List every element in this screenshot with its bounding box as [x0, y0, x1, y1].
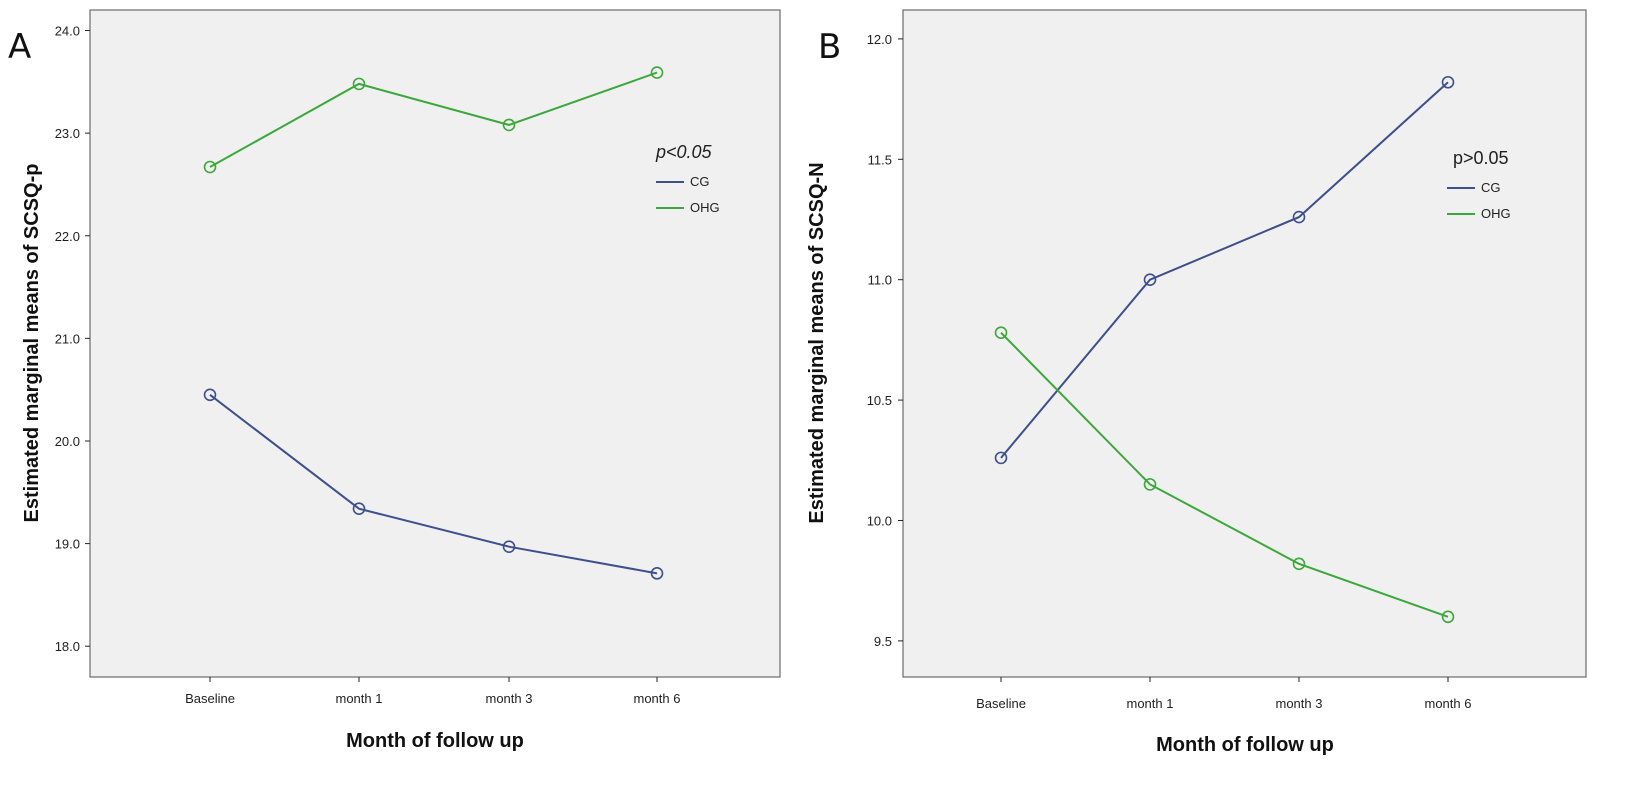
data-point-cg-a [502, 540, 516, 553]
series-group-a [203, 66, 664, 580]
legend-b: CG OHG [1447, 180, 1511, 221]
data-point-cg-b [1292, 210, 1306, 224]
data-point-ohg-b [1292, 557, 1306, 571]
x-axis-title-a: Month of follow up [346, 730, 524, 752]
y-tick-label-b: 9.5 [874, 634, 892, 649]
y-axis-title-a: Estimated marginal means of SCSQ-p [21, 164, 43, 523]
series-line-ohg-a [209, 71, 658, 168]
legend-label-cg-b: CG [1481, 180, 1501, 195]
data-point-ohg-b [1143, 478, 1157, 491]
y-tick-label-a: 18.0 [55, 639, 80, 654]
legend-label-cg-a: CG [690, 174, 710, 189]
data-point-cg-b [1143, 273, 1157, 286]
data-point-ohg-a [650, 66, 664, 79]
y-axis-title-b: Estimated marginal means of SCSQ-N [806, 162, 828, 523]
y-tick-label-b: 10.0 [867, 513, 892, 528]
x-tick-label-b: Baseline [976, 696, 1026, 711]
y-tick-label-b: 10.5 [867, 393, 892, 408]
data-point-cg-b [1441, 75, 1455, 89]
series-line-cg-b [1000, 81, 1449, 459]
x-tick-label-a: month 3 [486, 691, 533, 706]
x-tick-label-a: Baseline [185, 691, 235, 706]
x-tick-label-a: month 6 [634, 691, 681, 706]
y-tick-label-b: 11.0 [868, 273, 892, 288]
y-tick-label-a: 23.0 [55, 126, 80, 141]
data-point-cg-a [203, 388, 217, 402]
legend-a: CG OHG [656, 174, 720, 215]
x-tick-label-b: month 1 [1127, 696, 1174, 711]
data-point-ohg-a [203, 160, 217, 174]
x-tick-label-b: month 6 [1425, 696, 1472, 711]
y-tick-label-a: 22.0 [55, 229, 80, 244]
data-point-cg-a [352, 502, 366, 516]
panel-b: B Estimated marginal means of SCSQ-N Mon… [806, 9, 1587, 756]
data-point-ohg-a [352, 77, 366, 91]
panel-a: A Estimated marginal means of SCSQ-p Mon… [8, 9, 781, 752]
y-tick-label-b: 11.5 [868, 152, 892, 167]
legend-label-ohg-a: OHG [690, 200, 720, 215]
p-value-annotation-a: p<0.05 [655, 142, 713, 162]
legend-label-ohg-b: OHG [1481, 206, 1511, 221]
axis-ticks-a: 18.0 19.0 20.0 21.0 22.0 23.0 24.0 Baseline mont… [55, 24, 681, 706]
data-point-ohg-a [502, 118, 516, 132]
y-tick-label-a: 20.0 [55, 434, 80, 449]
panel-label-b: B [818, 27, 841, 67]
y-tick-label-a: 19.0 [55, 537, 80, 552]
y-tick-label-a: 21.0 [55, 331, 80, 346]
plot-area-b [902, 9, 1587, 678]
data-point-cg-b [994, 451, 1008, 465]
y-tick-label-a: 24.0 [55, 24, 80, 39]
axis-ticks-b: 9.5 10.0 10.5 11.0 11.5 12.0 Baseline month 1 mo… [867, 32, 1472, 711]
series-line-ohg-b [1000, 331, 1449, 618]
x-tick-label-b: month 3 [1276, 696, 1323, 711]
data-point-ohg-b [994, 326, 1008, 339]
series-line-cg-a [209, 394, 658, 575]
data-point-cg-a [650, 567, 664, 580]
series-group-b [994, 75, 1455, 624]
plot-area-a [89, 9, 781, 678]
data-point-ohg-b [1441, 610, 1455, 624]
p-value-annotation-b: p>0.05 [1453, 148, 1509, 168]
y-tick-label-b: 12.0 [867, 32, 892, 47]
panel-label-a: A [8, 27, 31, 67]
x-tick-label-a: month 1 [336, 691, 383, 706]
x-axis-title-b: Month of follow up [1156, 734, 1334, 756]
